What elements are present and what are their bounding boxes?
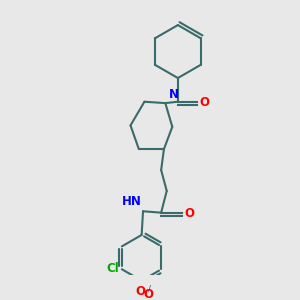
Text: O: O (199, 96, 209, 109)
Text: HN: HN (122, 196, 142, 208)
Text: O: O (184, 207, 194, 220)
Text: Cl: Cl (107, 262, 120, 275)
Text: O: O (135, 285, 145, 298)
Text: O: O (143, 288, 153, 300)
Text: N: N (169, 88, 179, 101)
Text: /: / (148, 285, 151, 294)
